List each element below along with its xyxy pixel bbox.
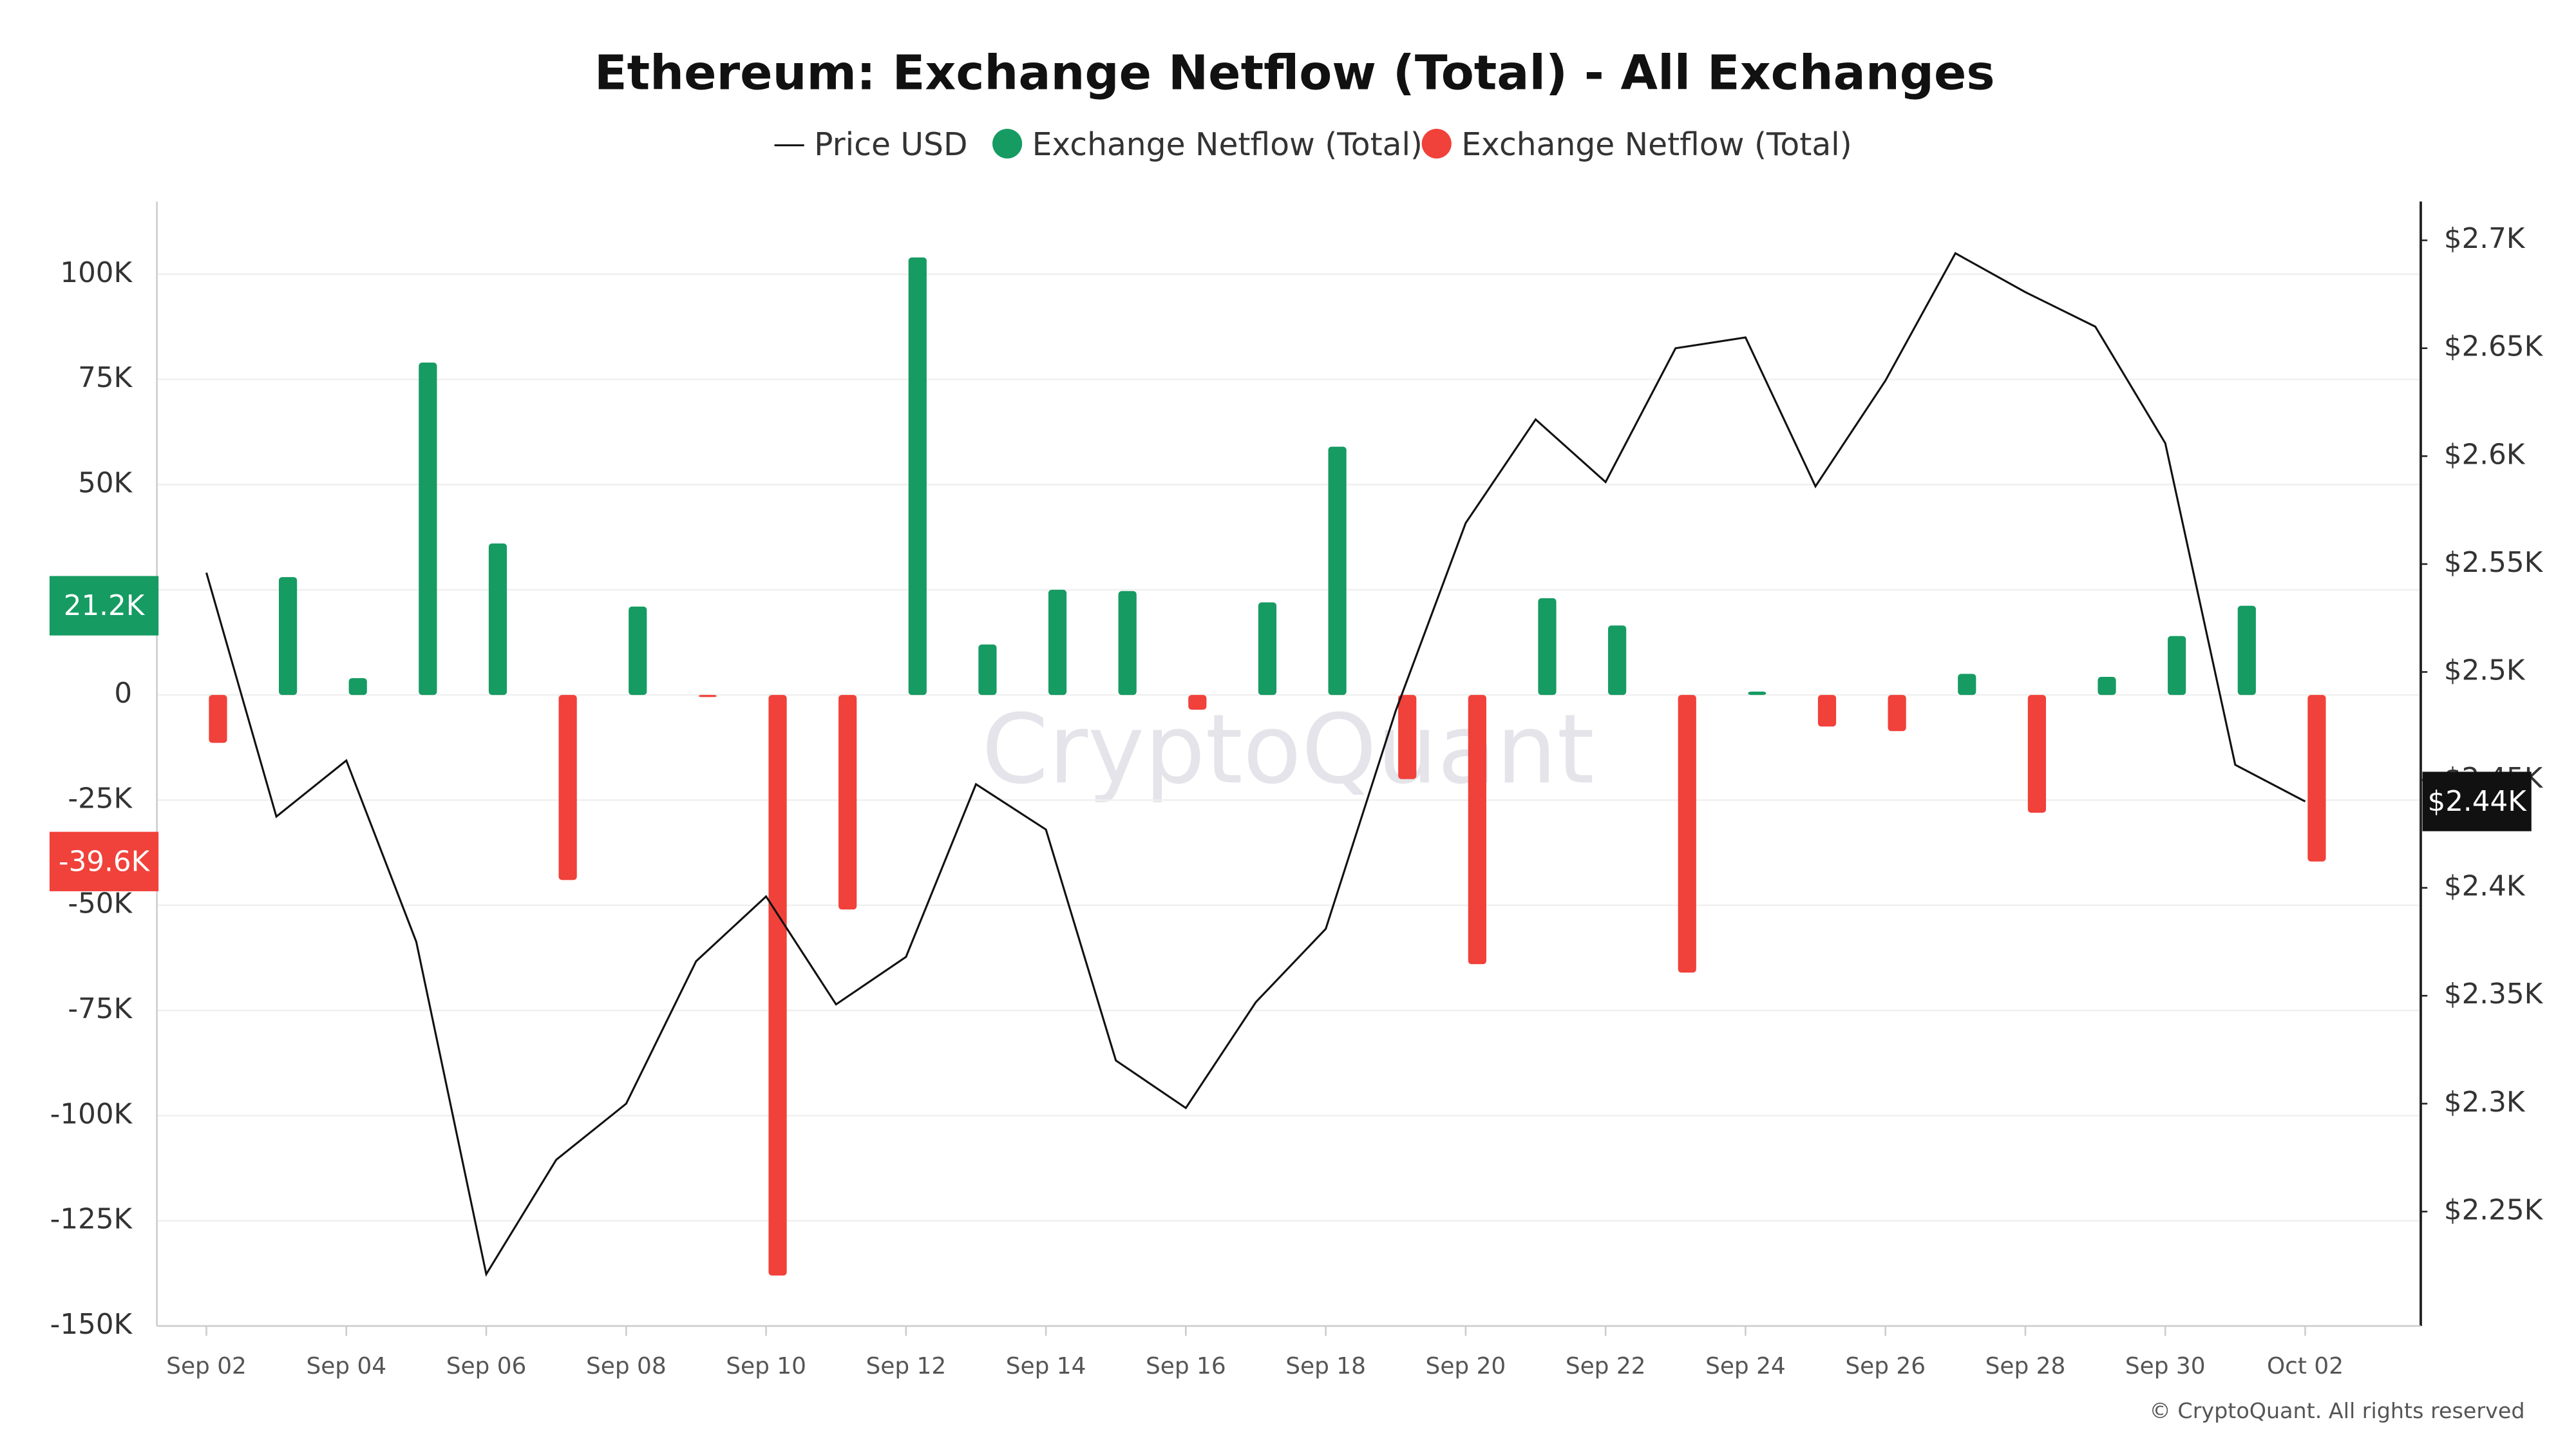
x-tick-label: Sep 16	[1146, 1353, 1226, 1379]
x-tick-label: Sep 18	[1285, 1353, 1366, 1379]
y-tick-label: 75K	[78, 362, 133, 394]
y-tick-label: -75K	[68, 993, 133, 1025]
y2-tick-label: $2.6K	[2444, 439, 2526, 471]
y2-tick-label: $2.4K	[2444, 871, 2526, 903]
x-tick-label: Sep 10	[726, 1353, 806, 1379]
x-tick-label: Sep 02	[166, 1353, 247, 1379]
x-tick-label: Sep 06	[446, 1353, 527, 1379]
bar	[838, 695, 857, 910]
x-tick-label: Sep 30	[2125, 1353, 2206, 1379]
bar	[2098, 677, 2116, 696]
legend-label: Exchange Netflow (Total)	[1461, 127, 1852, 163]
y-tick-label: -50K	[68, 888, 133, 920]
bar	[209, 695, 227, 743]
bar	[1538, 598, 1557, 696]
bar	[1328, 446, 1347, 696]
y-tick-label: -125K	[50, 1204, 133, 1236]
x-tick-label: Oct 02	[2267, 1353, 2344, 1379]
x-tick-label: Sep 04	[306, 1353, 386, 1379]
bar	[1817, 695, 1837, 727]
x-tick-label: Sep 22	[1566, 1353, 1646, 1379]
x-tick-label: Sep 08	[586, 1353, 667, 1379]
bar	[1398, 695, 1417, 779]
bar	[629, 606, 647, 696]
value-flag	[49, 831, 159, 891]
bar	[908, 257, 927, 696]
bar	[1258, 602, 1277, 696]
bar	[2307, 695, 2326, 862]
x-tick-label: Sep 24	[1705, 1353, 1786, 1379]
bar	[2027, 695, 2047, 813]
bar	[558, 695, 577, 880]
x-tick-label: Sep 12	[866, 1353, 947, 1379]
copyright: © CryptoQuant. All rights reserved	[2150, 1398, 2525, 1423]
value-flag-label: 21.2K	[64, 590, 146, 622]
y-tick-label: -25K	[68, 782, 133, 815]
y2-tick-label: $2.65K	[2444, 331, 2544, 363]
bar	[1748, 691, 1766, 696]
y-tick-label: 100K	[60, 257, 133, 289]
y-tick-label: -150K	[50, 1309, 133, 1341]
y2-tick-label: $2.25K	[2444, 1194, 2544, 1226]
bar	[348, 677, 367, 696]
x-tick-label: Sep 14	[1006, 1353, 1086, 1379]
y2-tick-label: $2.35K	[2444, 978, 2544, 1010]
y-tick-label: -100K	[50, 1098, 133, 1130]
x-tick-label: Sep 20	[1426, 1353, 1506, 1379]
bar	[1678, 695, 1696, 973]
bar	[278, 577, 298, 696]
bar	[1608, 625, 1627, 696]
bar	[1188, 695, 1207, 710]
value-flag-label: $2.44K	[2427, 786, 2527, 818]
bar	[1468, 695, 1486, 965]
legend-swatch	[992, 129, 1023, 159]
x-tick-label: Sep 28	[1985, 1353, 2066, 1379]
watermark: CryptoQuant	[981, 694, 1595, 806]
bar	[978, 644, 997, 696]
value-flag-label: -39.6K	[59, 846, 151, 878]
y-tick-label: 0	[114, 677, 132, 710]
value-flag	[49, 576, 159, 636]
chart-title: Ethereum: Exchange Netflow (Total) - All…	[594, 44, 1995, 100]
legend-swatch	[1421, 129, 1452, 159]
legend: Price USD Exchange Netflow (Total) Excha…	[774, 127, 1852, 163]
bar	[488, 543, 507, 696]
y2-tick-label: $2.3K	[2444, 1086, 2526, 1119]
value-flag	[2422, 772, 2532, 831]
bar	[698, 695, 717, 697]
y2-tick-label: $2.7K	[2444, 223, 2526, 255]
bar	[2168, 636, 2186, 696]
bar	[2237, 605, 2256, 696]
legend-label: Exchange Netflow (Total)	[1032, 127, 1423, 163]
y2-tick-label: $2.55K	[2444, 547, 2544, 579]
bar	[1888, 695, 1906, 732]
bar	[1958, 674, 1976, 696]
legend-label: Price USD	[814, 127, 967, 163]
bar	[768, 695, 787, 1276]
price-line	[205, 252, 2306, 1277]
y2-tick-label: $2.5K	[2444, 654, 2526, 687]
y-tick-label: 50K	[78, 467, 133, 499]
bar	[1048, 589, 1067, 696]
bar	[1118, 591, 1137, 696]
x-tick-label: Sep 26	[1845, 1353, 1926, 1379]
bar	[419, 363, 437, 696]
